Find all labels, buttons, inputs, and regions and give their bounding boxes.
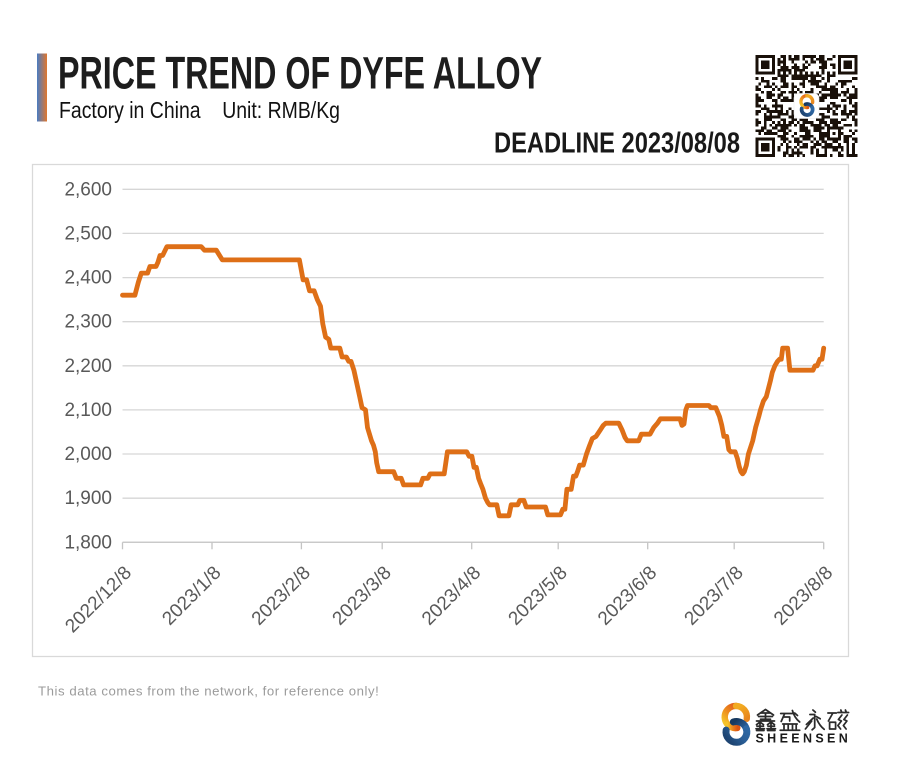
svg-text:2,100: 2,100 [64,400,112,421]
svg-text:SHEENSEN: SHEENSEN [756,732,852,746]
svg-text:2,200: 2,200 [64,356,112,377]
svg-text:2,300: 2,300 [64,312,112,333]
svg-text:1,800: 1,800 [64,532,112,553]
svg-text:This data comes from the netwo: This data comes from the network, for re… [38,684,379,699]
svg-text:2,400: 2,400 [64,268,112,289]
svg-text:1,900: 1,900 [64,488,112,509]
svg-text:DEADLINE 2023/08/08: DEADLINE 2023/08/08 [494,128,740,160]
svg-text:2,600: 2,600 [64,179,112,200]
svg-text:Factory in China Unit: RMB/: Factory in China Unit: RMB/Kg [59,97,340,123]
svg-text:2,000: 2,000 [64,444,112,465]
svg-text:PRICE TREND OF DYFE ALLOY: PRICE TREND OF DYFE ALLOY [58,48,542,99]
svg-text:2,500: 2,500 [64,223,112,244]
